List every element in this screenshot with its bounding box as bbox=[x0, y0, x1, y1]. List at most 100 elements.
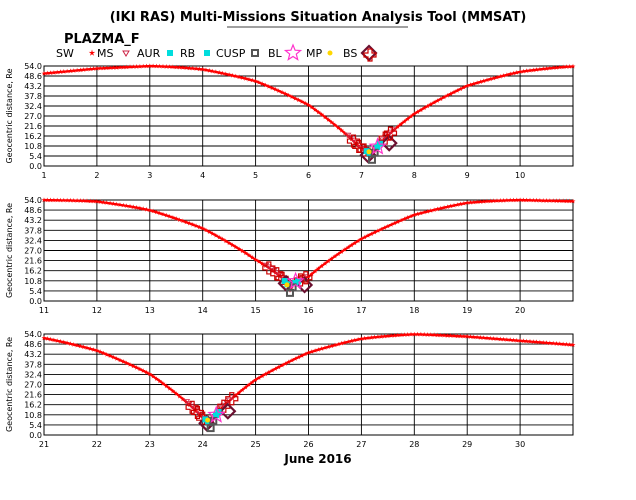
x-tick-label: 2 bbox=[94, 171, 99, 180]
sw-star-marker bbox=[392, 220, 397, 226]
y-tick-label: 16.2 bbox=[24, 401, 42, 410]
sw-star-marker bbox=[41, 197, 47, 203]
sw-star-marker bbox=[48, 70, 54, 75]
x-tick-label: 27 bbox=[356, 440, 366, 449]
sw-star-marker bbox=[124, 360, 130, 366]
sw-star-marker bbox=[345, 339, 351, 344]
bs-cross-marker bbox=[217, 399, 231, 413]
sw-star-marker bbox=[405, 215, 411, 220]
sw-star-marker bbox=[137, 63, 143, 69]
x-tick-label: 22 bbox=[92, 440, 102, 449]
sw-star-marker bbox=[51, 70, 57, 75]
sw-star-marker bbox=[44, 197, 50, 203]
sw-star-marker bbox=[170, 64, 176, 70]
sw-star-marker bbox=[481, 78, 487, 84]
sw-star-marker bbox=[253, 377, 259, 382]
sw-star-marker bbox=[259, 373, 265, 379]
sw-star-marker bbox=[120, 202, 126, 208]
sw-star-marker bbox=[309, 104, 315, 110]
sw-star-marker bbox=[239, 248, 245, 254]
sw-star-marker bbox=[421, 331, 427, 337]
sw-star-marker bbox=[54, 197, 60, 203]
ms-triangle-marker bbox=[220, 402, 228, 408]
sw-star-marker bbox=[200, 66, 206, 72]
sw-star-marker bbox=[401, 216, 407, 222]
sw-star-marker bbox=[401, 118, 407, 124]
sw-star-marker bbox=[200, 225, 206, 231]
mp-dot-marker bbox=[205, 417, 211, 423]
sw-star-marker bbox=[117, 64, 123, 70]
panel-frame bbox=[43, 65, 574, 167]
sw-star-marker bbox=[54, 69, 60, 75]
sw-star-marker bbox=[349, 242, 354, 248]
sw-star-marker bbox=[273, 366, 278, 371]
y-tick-label: 48.6 bbox=[24, 206, 42, 215]
sw-star-marker bbox=[481, 198, 487, 204]
y-axis-label: Geocentric distance, Re bbox=[5, 68, 14, 163]
x-tick-label: 23 bbox=[145, 440, 155, 449]
sw-star-marker bbox=[557, 64, 563, 70]
cusp-square-marker bbox=[370, 148, 379, 157]
sw-star-marker bbox=[570, 342, 576, 347]
sw-star-marker bbox=[130, 363, 136, 369]
bs-cross-marker bbox=[378, 131, 392, 145]
sw-star-marker bbox=[448, 333, 454, 338]
sw-star-marker bbox=[309, 271, 315, 277]
sw-star-marker bbox=[74, 67, 80, 73]
sw-star-marker bbox=[544, 198, 549, 203]
sw-star-marker bbox=[87, 66, 93, 72]
sw-star-marker bbox=[527, 67, 533, 73]
sw-star-icon bbox=[88, 49, 96, 56]
mp-dot-marker bbox=[366, 149, 372, 155]
cusp-square-marker bbox=[209, 417, 218, 426]
sw-star-marker bbox=[107, 353, 113, 358]
sw-star-marker bbox=[289, 357, 295, 363]
sw-star-marker bbox=[97, 199, 103, 204]
sw-star-marker bbox=[315, 266, 321, 271]
sw-star-marker bbox=[180, 218, 186, 224]
bs-cross-marker bbox=[357, 143, 371, 157]
sw-star-marker bbox=[153, 209, 159, 215]
sw-star-marker bbox=[230, 72, 235, 78]
sw-star-marker bbox=[540, 66, 546, 71]
sw-star-marker bbox=[48, 336, 54, 342]
sw-star-marker bbox=[544, 66, 549, 71]
perigee-crossings bbox=[183, 392, 239, 433]
sw-star-marker bbox=[213, 232, 219, 238]
sw-star-marker bbox=[61, 197, 67, 203]
sw-star-marker bbox=[517, 69, 523, 74]
sw-star-marker bbox=[64, 340, 70, 346]
sw-star-marker bbox=[68, 197, 73, 203]
perigee-crossings bbox=[344, 126, 398, 164]
sw-star-marker bbox=[461, 333, 467, 339]
y-tick-label: 10.8 bbox=[24, 142, 42, 151]
sw-star-marker bbox=[286, 359, 292, 365]
sw-star-marker bbox=[478, 79, 483, 84]
sw-star-marker bbox=[101, 199, 106, 205]
sw-star-marker bbox=[147, 207, 153, 213]
sw-star-marker bbox=[388, 222, 394, 227]
sw-star-marker bbox=[315, 347, 321, 352]
sw-star-marker bbox=[415, 211, 421, 217]
sw-star-marker bbox=[421, 105, 427, 111]
sw-star-marker bbox=[487, 198, 493, 204]
legend-label-aur: AUR bbox=[137, 47, 161, 60]
x-tick-label: 7 bbox=[359, 171, 364, 180]
sw-star-marker bbox=[537, 339, 543, 345]
sw-star-marker bbox=[435, 98, 440, 103]
panel-frame bbox=[43, 333, 574, 436]
sw-star-marker bbox=[507, 71, 513, 77]
sw-star-marker bbox=[415, 109, 421, 114]
sw-star-marker bbox=[349, 338, 354, 344]
sw-star-marker bbox=[87, 198, 93, 204]
y-tick-label: 27.0 bbox=[24, 247, 42, 256]
legend-label-bs: BS bbox=[343, 47, 357, 60]
sw-star-marker bbox=[282, 361, 288, 366]
sw-star-marker bbox=[504, 197, 510, 203]
y-tick-label: 27.0 bbox=[24, 112, 42, 121]
sw-star-marker bbox=[140, 206, 146, 211]
sw-star-marker bbox=[481, 335, 487, 340]
sw-star-marker bbox=[458, 201, 464, 207]
bs-diamond-marker bbox=[380, 134, 398, 152]
sw-star-marker bbox=[163, 64, 169, 69]
